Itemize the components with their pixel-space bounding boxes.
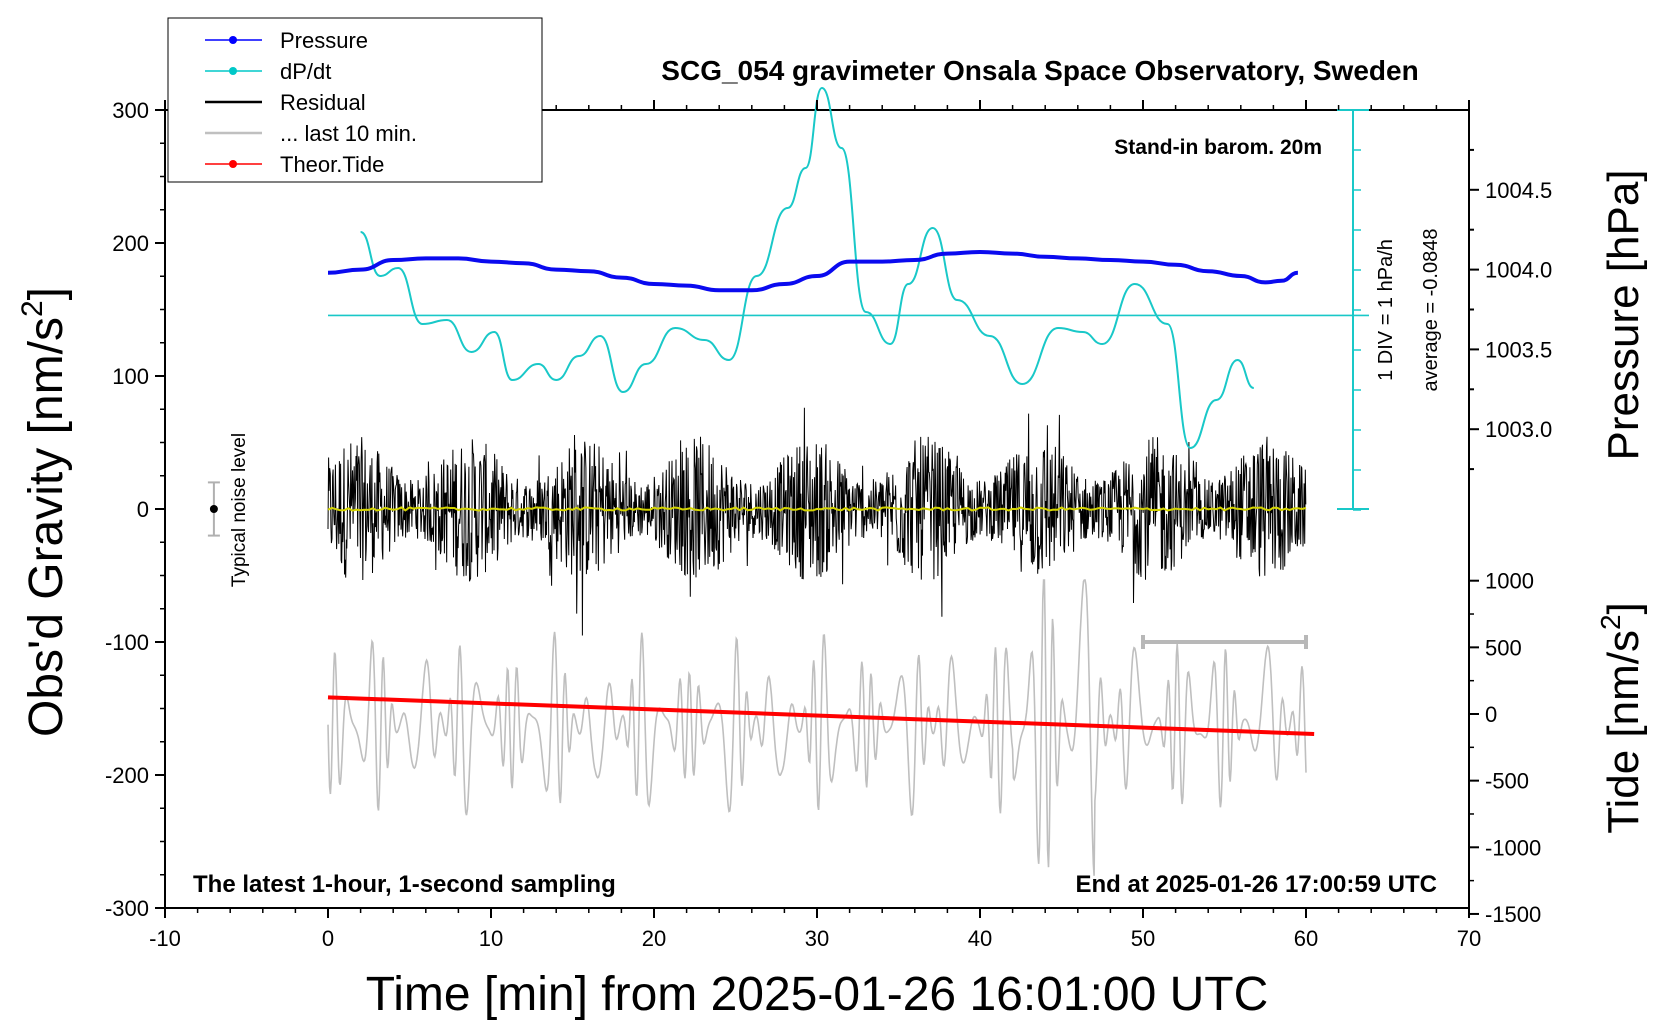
latest-sampling-note: The latest 1-hour, 1-second sampling	[193, 871, 616, 898]
y-tick-label: 300	[112, 98, 149, 123]
x-tick-label: 10	[479, 926, 503, 951]
x-tick-label: 60	[1294, 926, 1318, 951]
dpdt-line	[360, 86, 1255, 450]
legend-marker	[229, 36, 237, 44]
noise-bar-center	[209, 505, 218, 513]
legend-box	[167, 17, 543, 183]
tide-tick-label: 500	[1485, 635, 1522, 660]
x-tick-label: -10	[149, 926, 181, 951]
legend-marker	[229, 160, 237, 168]
y-tick-label: 200	[112, 231, 149, 256]
x-tick-label: 50	[1131, 926, 1155, 951]
y-tick-label: -100	[105, 630, 149, 655]
x-tick-label: 70	[1457, 926, 1481, 951]
dpdt-group	[328, 86, 1369, 511]
axes-group: -10 0 10 20 30 40 50 60 70-300-200-1000100200300…	[105, 98, 1552, 951]
tide-line	[327, 695, 1315, 736]
pressure-line-group	[327, 249, 1299, 293]
residual-trace	[327, 407, 1307, 636]
end-time-note: End at 2025-01-26 17:00:59 UTC	[1076, 871, 1438, 898]
x-tick-label: 40	[968, 926, 992, 951]
legend: Pressure dP/dt Residual ... last 10 min. The…	[167, 17, 543, 183]
noise-level-label: Typical noise level	[229, 433, 250, 587]
tide-tick-label: -1000	[1485, 835, 1541, 860]
residual-trace-group	[327, 407, 1307, 636]
y-label-left-sup: 2	[16, 300, 49, 317]
average-label: average = -0.0848	[1420, 229, 1442, 392]
barometer-note: Stand-in barom. 20m	[1114, 136, 1322, 159]
x-tick-label: 20	[642, 926, 666, 951]
pressure-tick-label: 1004.5	[1485, 178, 1552, 203]
legend-label: ... last 10 min.	[280, 121, 417, 146]
y-label-tide-sup: 2	[1595, 614, 1626, 630]
legend-label: Pressure	[280, 28, 368, 53]
y-axis-label-tide: Tide [nm/s2]	[1595, 602, 1648, 834]
y-label-tide-end: ]	[1599, 602, 1648, 614]
y-label-left-end: ]	[20, 287, 73, 300]
y-label-left-main: Obs'd Gravity [nm/s	[20, 317, 73, 737]
residual-mean-trace	[327, 506, 1307, 512]
legend-label: dP/dt	[280, 59, 331, 84]
y-axis-label-pressure: Pressure [hPa]	[1599, 169, 1648, 460]
pressure-tick-label: 1003.0	[1485, 417, 1552, 442]
y-tick-label: 100	[112, 364, 149, 389]
annotations-group	[207, 481, 1308, 649]
x-tick-label: 30	[805, 926, 829, 951]
tide-tick-label: -1500	[1485, 902, 1541, 927]
pressure-tick-label: 1003.5	[1485, 337, 1552, 362]
pressure-tick-label: 1004.0	[1485, 258, 1552, 283]
x-axis-label: Time [min] from 2025-01-26 16:01:00 UTC	[366, 968, 1269, 1020]
y-label-tide-main: Tide [nm/s	[1599, 630, 1648, 834]
tide-tick-label: 1000	[1485, 569, 1534, 594]
chart-title: SCG_054 gravimeter Onsala Space Observat…	[661, 55, 1418, 86]
legend-marker	[229, 67, 237, 75]
x-tick-label: 0	[322, 926, 334, 951]
pressure-line	[327, 249, 1299, 293]
legend-label: Theor.Tide	[280, 152, 384, 177]
y-tick-label: 0	[137, 497, 149, 522]
legend-label: Residual	[280, 90, 366, 115]
last10-trace-group	[327, 579, 1307, 876]
y-tick-label: -200	[105, 763, 149, 788]
tide-tick-label: 0	[1485, 702, 1497, 727]
tide-line-group	[327, 695, 1315, 736]
div-label: 1 DIV = 1 hPa/h	[1375, 239, 1397, 381]
last10-trace	[327, 579, 1307, 876]
tide-tick-label: -500	[1485, 769, 1529, 794]
y-tick-label: -300	[105, 896, 149, 921]
y-axis-label-left: Obs'd Gravity [nm/s2]	[16, 287, 73, 737]
